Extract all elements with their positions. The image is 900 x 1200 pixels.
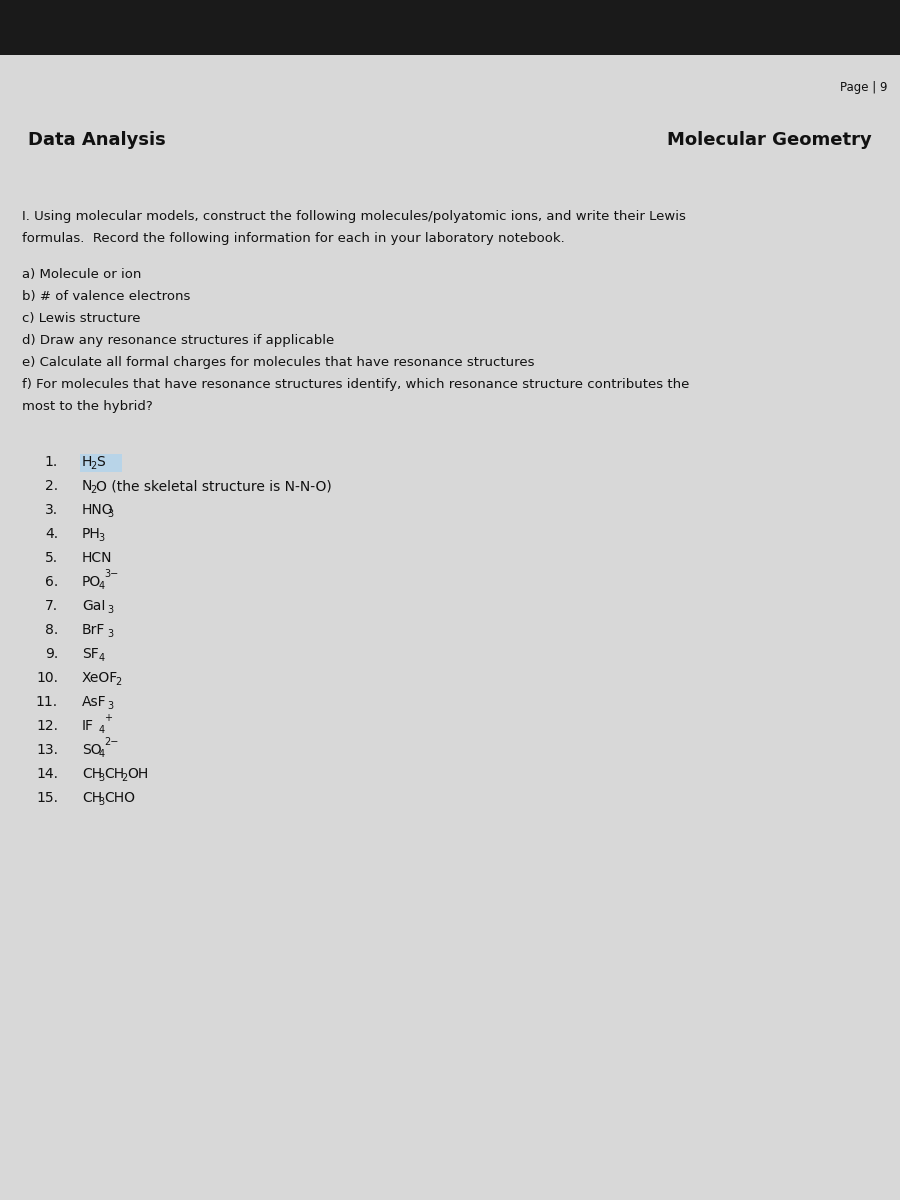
- Text: 4: 4: [99, 581, 104, 592]
- Text: 6.: 6.: [45, 575, 58, 589]
- Text: 14.: 14.: [36, 767, 58, 781]
- Text: PH: PH: [82, 527, 101, 541]
- Text: formulas.  Record the following information for each in your laboratory notebook: formulas. Record the following informati…: [22, 232, 565, 245]
- Text: 3: 3: [99, 797, 104, 806]
- Text: 12.: 12.: [36, 719, 58, 733]
- Text: Data Analysis: Data Analysis: [28, 131, 166, 149]
- Text: c) Lewis structure: c) Lewis structure: [22, 312, 140, 325]
- Text: CH: CH: [104, 767, 124, 781]
- Text: IF: IF: [82, 719, 94, 733]
- Text: 8.: 8.: [45, 623, 58, 637]
- Text: 3: 3: [99, 533, 104, 542]
- Text: 3: 3: [99, 773, 104, 782]
- Text: S: S: [96, 455, 105, 469]
- Text: 2: 2: [90, 485, 96, 494]
- Text: 11.: 11.: [36, 695, 58, 709]
- Text: 9.: 9.: [45, 647, 58, 661]
- Text: 3: 3: [107, 605, 113, 614]
- Text: N: N: [82, 479, 93, 493]
- Text: 4: 4: [99, 725, 104, 734]
- Text: 3.: 3.: [45, 503, 58, 517]
- Text: XeOF: XeOF: [82, 671, 118, 685]
- Text: CH: CH: [82, 791, 102, 805]
- Text: 3: 3: [107, 701, 113, 710]
- Text: a) Molecule or ion: a) Molecule or ion: [22, 268, 141, 281]
- Text: HNO: HNO: [82, 503, 113, 517]
- Text: Molecular Geometry: Molecular Geometry: [667, 131, 872, 149]
- Text: most to the hybrid?: most to the hybrid?: [22, 400, 153, 413]
- Text: 3: 3: [107, 629, 113, 638]
- Text: 2: 2: [90, 461, 96, 470]
- Text: 4: 4: [99, 749, 104, 758]
- Text: f) For molecules that have resonance structures identify, which resonance struct: f) For molecules that have resonance str…: [22, 378, 689, 391]
- Text: 10.: 10.: [36, 671, 58, 685]
- Text: 4: 4: [99, 653, 104, 662]
- Text: OH: OH: [127, 767, 148, 781]
- Text: 1.: 1.: [45, 455, 58, 469]
- Text: 13.: 13.: [36, 743, 58, 757]
- Text: AsF: AsF: [82, 695, 106, 709]
- Text: 2−: 2−: [104, 737, 119, 746]
- Text: 15.: 15.: [36, 791, 58, 805]
- Text: d) Draw any resonance structures if applicable: d) Draw any resonance structures if appl…: [22, 334, 334, 347]
- Text: e) Calculate all formal charges for molecules that have resonance structures: e) Calculate all formal charges for mole…: [22, 356, 535, 370]
- Text: b) # of valence electrons: b) # of valence electrons: [22, 290, 191, 302]
- Text: 2: 2: [115, 677, 122, 686]
- Text: H: H: [82, 455, 93, 469]
- Text: GaI: GaI: [82, 599, 105, 613]
- Text: Page | 9: Page | 9: [840, 82, 887, 95]
- Text: HCN: HCN: [82, 551, 112, 565]
- Text: 3: 3: [107, 509, 113, 518]
- Text: CH: CH: [82, 767, 102, 781]
- Text: PO: PO: [82, 575, 101, 589]
- Text: 3−: 3−: [104, 569, 119, 580]
- Text: 2.: 2.: [45, 479, 58, 493]
- Text: 2: 2: [122, 773, 128, 782]
- Text: 5.: 5.: [45, 551, 58, 565]
- Text: 4.: 4.: [45, 527, 58, 541]
- Text: SF: SF: [82, 647, 99, 661]
- Text: O (the skeletal structure is N-N-O): O (the skeletal structure is N-N-O): [96, 479, 332, 493]
- Text: 7.: 7.: [45, 599, 58, 613]
- Text: +: +: [104, 713, 112, 722]
- Text: SO: SO: [82, 743, 102, 757]
- Text: CHO: CHO: [104, 791, 136, 805]
- Text: BrF: BrF: [82, 623, 105, 637]
- Text: I. Using molecular models, construct the following molecules/polyatomic ions, an: I. Using molecular models, construct the…: [22, 210, 686, 223]
